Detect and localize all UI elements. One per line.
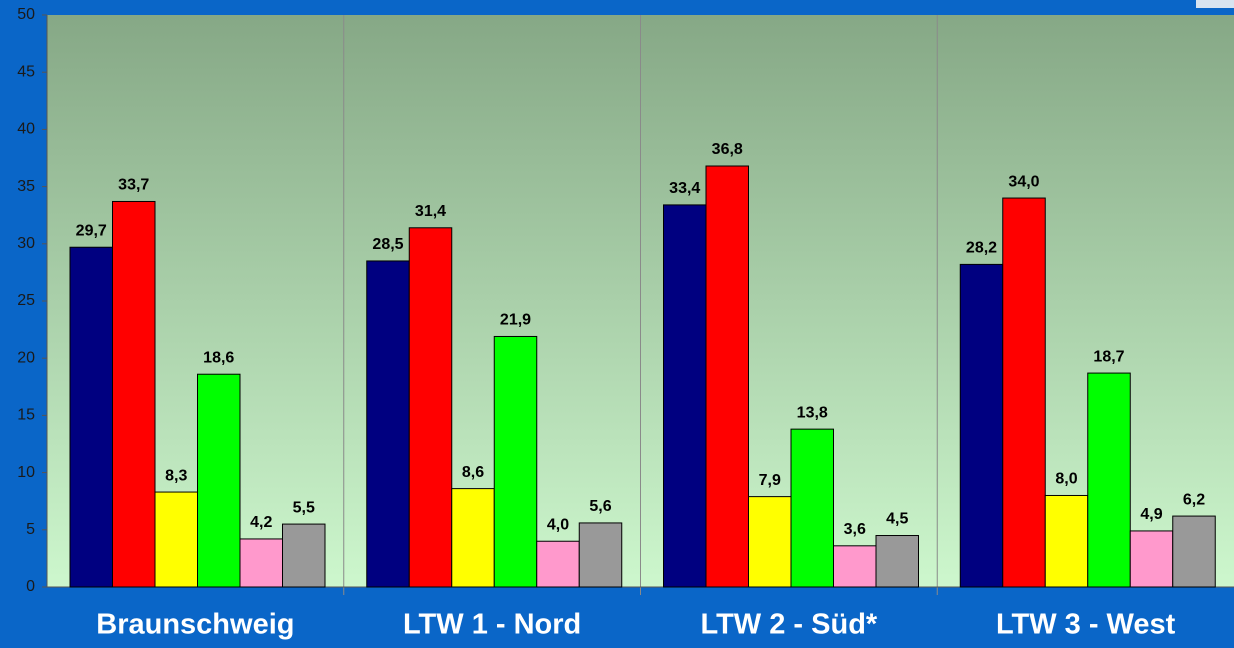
value-label: 18,7 [1093,348,1124,365]
value-label: 13,8 [797,404,828,421]
bar [1087,372,1131,588]
bar [959,263,1004,588]
value-label: 8,6 [462,464,484,481]
bar [112,200,156,588]
bar [1044,494,1089,588]
bar [493,335,538,588]
bar [154,491,198,588]
x-tick-label: Braunschweig [96,609,294,641]
bar [663,204,707,588]
value-label: 7,9 [759,472,781,489]
bar [1002,197,1046,588]
x-tick-label: LTW 3 - West [996,609,1176,641]
value-label: 8,0 [1055,471,1077,488]
value-label: 6,2 [1183,491,1205,508]
value-label: 29,7 [76,222,107,239]
x-tick-label: LTW 1 - Nord [403,609,581,641]
value-label: 18,6 [203,349,234,366]
value-label: 33,4 [669,180,700,197]
bar [705,165,749,588]
value-label: 4,0 [547,516,569,533]
bar [239,538,283,588]
y-tick-label: 15 [17,407,35,424]
value-label: 34,0 [1008,173,1039,190]
y-tick-label: 35 [17,178,35,195]
value-label: 36,8 [712,141,743,158]
y-tick-label: 45 [17,63,35,80]
bar [875,535,919,588]
y-tick-label: 5 [26,521,35,538]
x-tick-label: LTW 2 - Süd* [701,609,878,641]
value-label: 4,2 [250,514,272,531]
value-label: 5,5 [293,499,315,516]
y-tick-label: 25 [17,292,35,309]
y-tick-label: 50 [17,6,35,23]
bar [282,523,326,588]
y-tick-label: 40 [17,121,35,138]
y-tick-label: 0 [26,578,35,595]
bar [197,373,241,588]
value-label: 33,7 [118,177,149,194]
bar [69,246,113,588]
value-label: 4,9 [1140,506,1162,523]
bar [790,428,834,588]
bar [366,260,410,588]
logo [1196,0,1234,8]
bar [1172,515,1216,588]
bar [536,540,580,588]
value-label: 5,6 [589,498,611,515]
value-label: 31,4 [415,203,446,220]
bar [1129,530,1174,588]
value-label: 8,3 [165,467,187,484]
bar [408,227,453,588]
bar [451,488,495,588]
value-label: 4,5 [886,511,908,528]
bar [578,522,623,588]
value-label: 28,2 [966,240,997,257]
value-label: 28,5 [372,236,403,253]
y-tick-label: 30 [17,235,35,252]
y-tick-label: 20 [17,349,35,366]
bar [748,496,792,588]
y-tick-label: 10 [17,464,35,481]
value-label: 21,9 [500,312,531,329]
bar [833,545,877,588]
value-label: 3,6 [844,521,866,538]
